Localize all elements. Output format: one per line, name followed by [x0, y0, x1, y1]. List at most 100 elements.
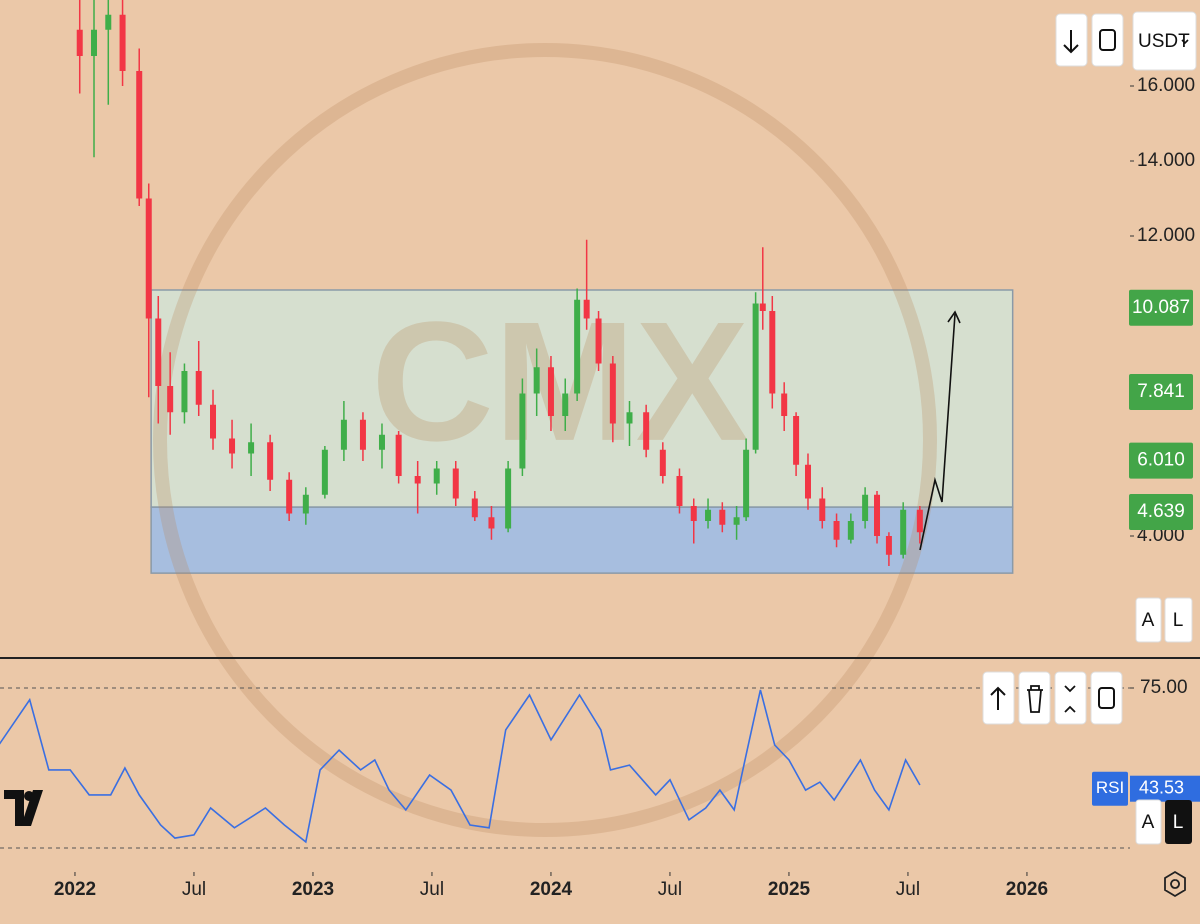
- candle-body: [302, 494, 309, 514]
- trash-icon: [1027, 685, 1043, 713]
- candle-body: [900, 509, 907, 555]
- watermark-text: CMX: [371, 287, 749, 477]
- chevron-icon: [1181, 39, 1189, 45]
- candle-body: [505, 468, 512, 529]
- zone: [150, 289, 1014, 508]
- candle-body: [488, 517, 495, 529]
- watermark: CMX: [153, 43, 937, 837]
- price-label-badge: [1129, 289, 1193, 326]
- projection-arrow: [919, 313, 956, 551]
- candle-body: [574, 299, 581, 394]
- candle-body: [804, 464, 811, 499]
- candle-body: [793, 416, 800, 465]
- price-label-badge: [1129, 373, 1193, 410]
- rsi-auto-label: A: [1142, 812, 1155, 833]
- candle-body: [595, 318, 602, 364]
- candle-body: [340, 419, 347, 450]
- candle-body: [562, 393, 569, 417]
- candle-body: [643, 412, 650, 450]
- candle-body: [433, 468, 440, 484]
- candle-body: [847, 521, 854, 540]
- x-tick-label: 2025: [768, 879, 811, 900]
- collapse-button[interactable]: [1054, 671, 1087, 725]
- rsi-pane: 75.00 RSI 43.53: [0, 677, 1200, 849]
- fullscreen-icon: [1099, 29, 1116, 51]
- watermark-ring: [153, 43, 937, 837]
- price-label-badge: [1129, 494, 1193, 531]
- candle-body: [752, 303, 759, 450]
- rsi-badge: [1092, 771, 1128, 806]
- fullscreen-button[interactable]: [1091, 13, 1124, 67]
- candle-body: [759, 303, 766, 311]
- settings-icon[interactable]: [1164, 870, 1186, 898]
- candle-body: [626, 412, 633, 424]
- rsi-line: [0, 689, 921, 844]
- x-tick-label: 2026: [1006, 879, 1048, 900]
- auto-button[interactable]: [1135, 597, 1162, 643]
- candle-body: [286, 479, 293, 514]
- candle-body: [452, 468, 459, 499]
- zone: [150, 506, 1014, 574]
- candle-body: [874, 494, 881, 537]
- candle-body: [519, 393, 526, 469]
- candle-body: [321, 449, 328, 495]
- currency: USDT: [1138, 31, 1190, 52]
- candle-body: [833, 521, 840, 540]
- logo-mark: [4, 790, 24, 826]
- candle-body: [705, 509, 712, 522]
- collapse-icon: [1064, 685, 1076, 713]
- candle-body: [690, 506, 697, 522]
- x-tick-label: Jul: [182, 879, 206, 900]
- currency-button[interactable]: [1132, 11, 1197, 71]
- candle-body: [676, 476, 683, 507]
- logo-slash: [21, 790, 43, 826]
- candle-body: [769, 310, 776, 394]
- up-arrow-icon: [990, 686, 1006, 710]
- delete-button[interactable]: [1018, 671, 1051, 725]
- candle-body: [119, 14, 126, 71]
- x-tick-label: 2023: [292, 879, 334, 900]
- rsi-auto-button[interactable]: [1135, 799, 1162, 845]
- candle-body: [819, 498, 826, 522]
- rsi-value-badge: [1130, 775, 1200, 802]
- candle-body: [414, 476, 421, 484]
- candle-body: [862, 494, 869, 522]
- log-label: L: [1173, 610, 1184, 631]
- legend-label: RSI: [1096, 778, 1124, 797]
- tradingview-logo: [4, 790, 43, 826]
- price-label: 4.639: [1137, 501, 1185, 522]
- candle-body: [533, 367, 540, 394]
- candle-body: [76, 29, 83, 56]
- candle-body: [547, 367, 554, 417]
- candle-body: [359, 419, 366, 450]
- top-toolbar: USDT A L: [1055, 11, 1197, 643]
- y-tick-label: 16.000: [1137, 75, 1195, 96]
- candle-body: [733, 517, 740, 525]
- arrow-head: [947, 310, 961, 324]
- x-tick-label: Jul: [896, 879, 920, 900]
- candle-body: [105, 14, 112, 30]
- candle-body: [916, 509, 923, 533]
- maximize-button[interactable]: [1090, 671, 1123, 725]
- x-tick-label: Jul: [420, 879, 444, 900]
- candle-body: [210, 404, 217, 439]
- x-tick-label: 2022: [54, 879, 96, 900]
- x-tick-label: Jul: [658, 879, 682, 900]
- price-label-badge: [1129, 442, 1193, 479]
- candle-body: [181, 371, 188, 413]
- price-label: 7.841: [1137, 381, 1185, 402]
- candle-body: [267, 442, 274, 480]
- log-button[interactable]: [1164, 597, 1193, 643]
- zones: [150, 289, 1014, 574]
- candle-body: [195, 371, 202, 405]
- x-tick-label: 2024: [530, 879, 573, 900]
- candle-body: [659, 449, 666, 477]
- candle-body: [167, 386, 174, 413]
- rsi-log-button[interactable]: [1165, 800, 1192, 844]
- rsi-log-label: L: [1173, 812, 1184, 833]
- y-tick-label: 75.00: [1140, 677, 1188, 698]
- auto-label: A: [1142, 610, 1155, 631]
- price-label: 10.087: [1132, 297, 1190, 318]
- y-tick-label: 14.000: [1137, 150, 1195, 171]
